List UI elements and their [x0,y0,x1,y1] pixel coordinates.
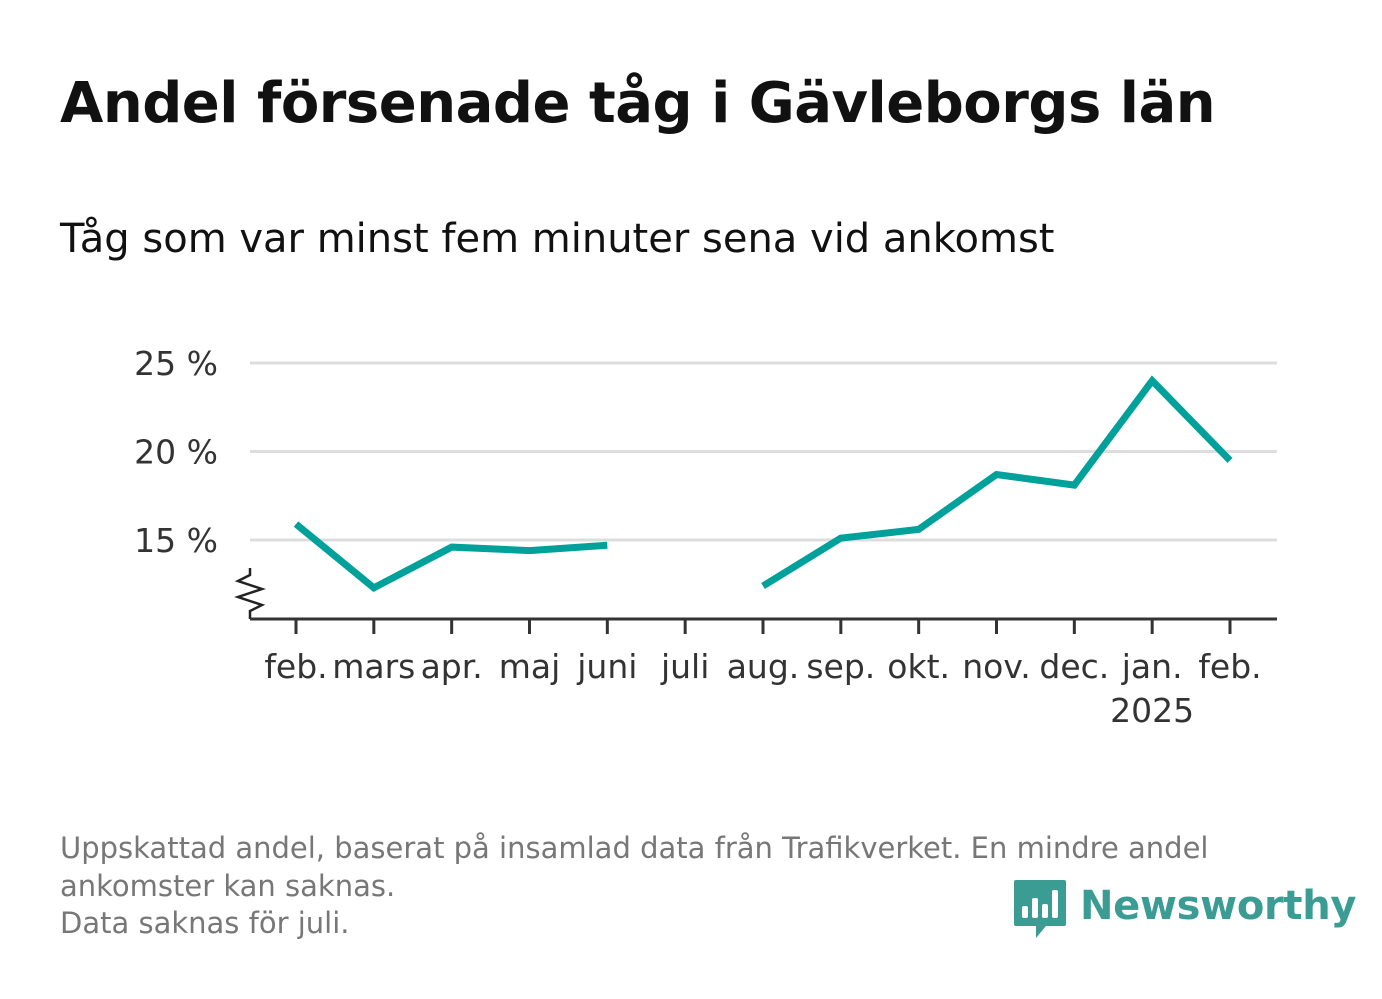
y-tick-label: 20 % [134,433,218,472]
series-line [293,375,1233,592]
x-tick-label: jan. [1121,647,1183,686]
footnote-line-1: Uppskattad andel, baserat på insamlad da… [60,831,1209,865]
x-tick-label: juli [660,647,709,686]
x-tick-label: feb. [1198,647,1261,686]
x-tick-label: nov. [962,647,1031,686]
x-tick-label: mars [332,647,415,686]
chart-subtitle: Tåg som var minst fem minuter sena vid a… [60,216,1055,262]
chart-title: Andel försenade tåg i Gävleborgs län [60,71,1216,136]
y-tick-label: 25 % [134,344,218,383]
x-tick-label: okt. [887,647,950,686]
brand-name: Newsworthy [1080,883,1357,929]
x-tick-label: apr. [421,647,483,686]
x-tick-label: juni [576,647,637,686]
footnote-line-3: Data saknas för juli. [60,906,350,940]
axis-break-icon [234,568,266,619]
x-tick-label: maj [499,647,561,686]
newsworthy-logo: Newsworthy [1012,878,1357,942]
newsworthy-chart-icon [1014,880,1066,938]
x-year-label: 2025 [1110,691,1194,730]
x-tick-label: feb. [264,647,327,686]
x-tick-label: sep. [806,647,875,686]
x-tick-label: aug. [727,647,800,686]
x-tick-label: dec. [1039,647,1109,686]
y-tick-label: 15 % [134,521,218,560]
footnote-line-2: ankomster kan saknas. [60,869,396,903]
